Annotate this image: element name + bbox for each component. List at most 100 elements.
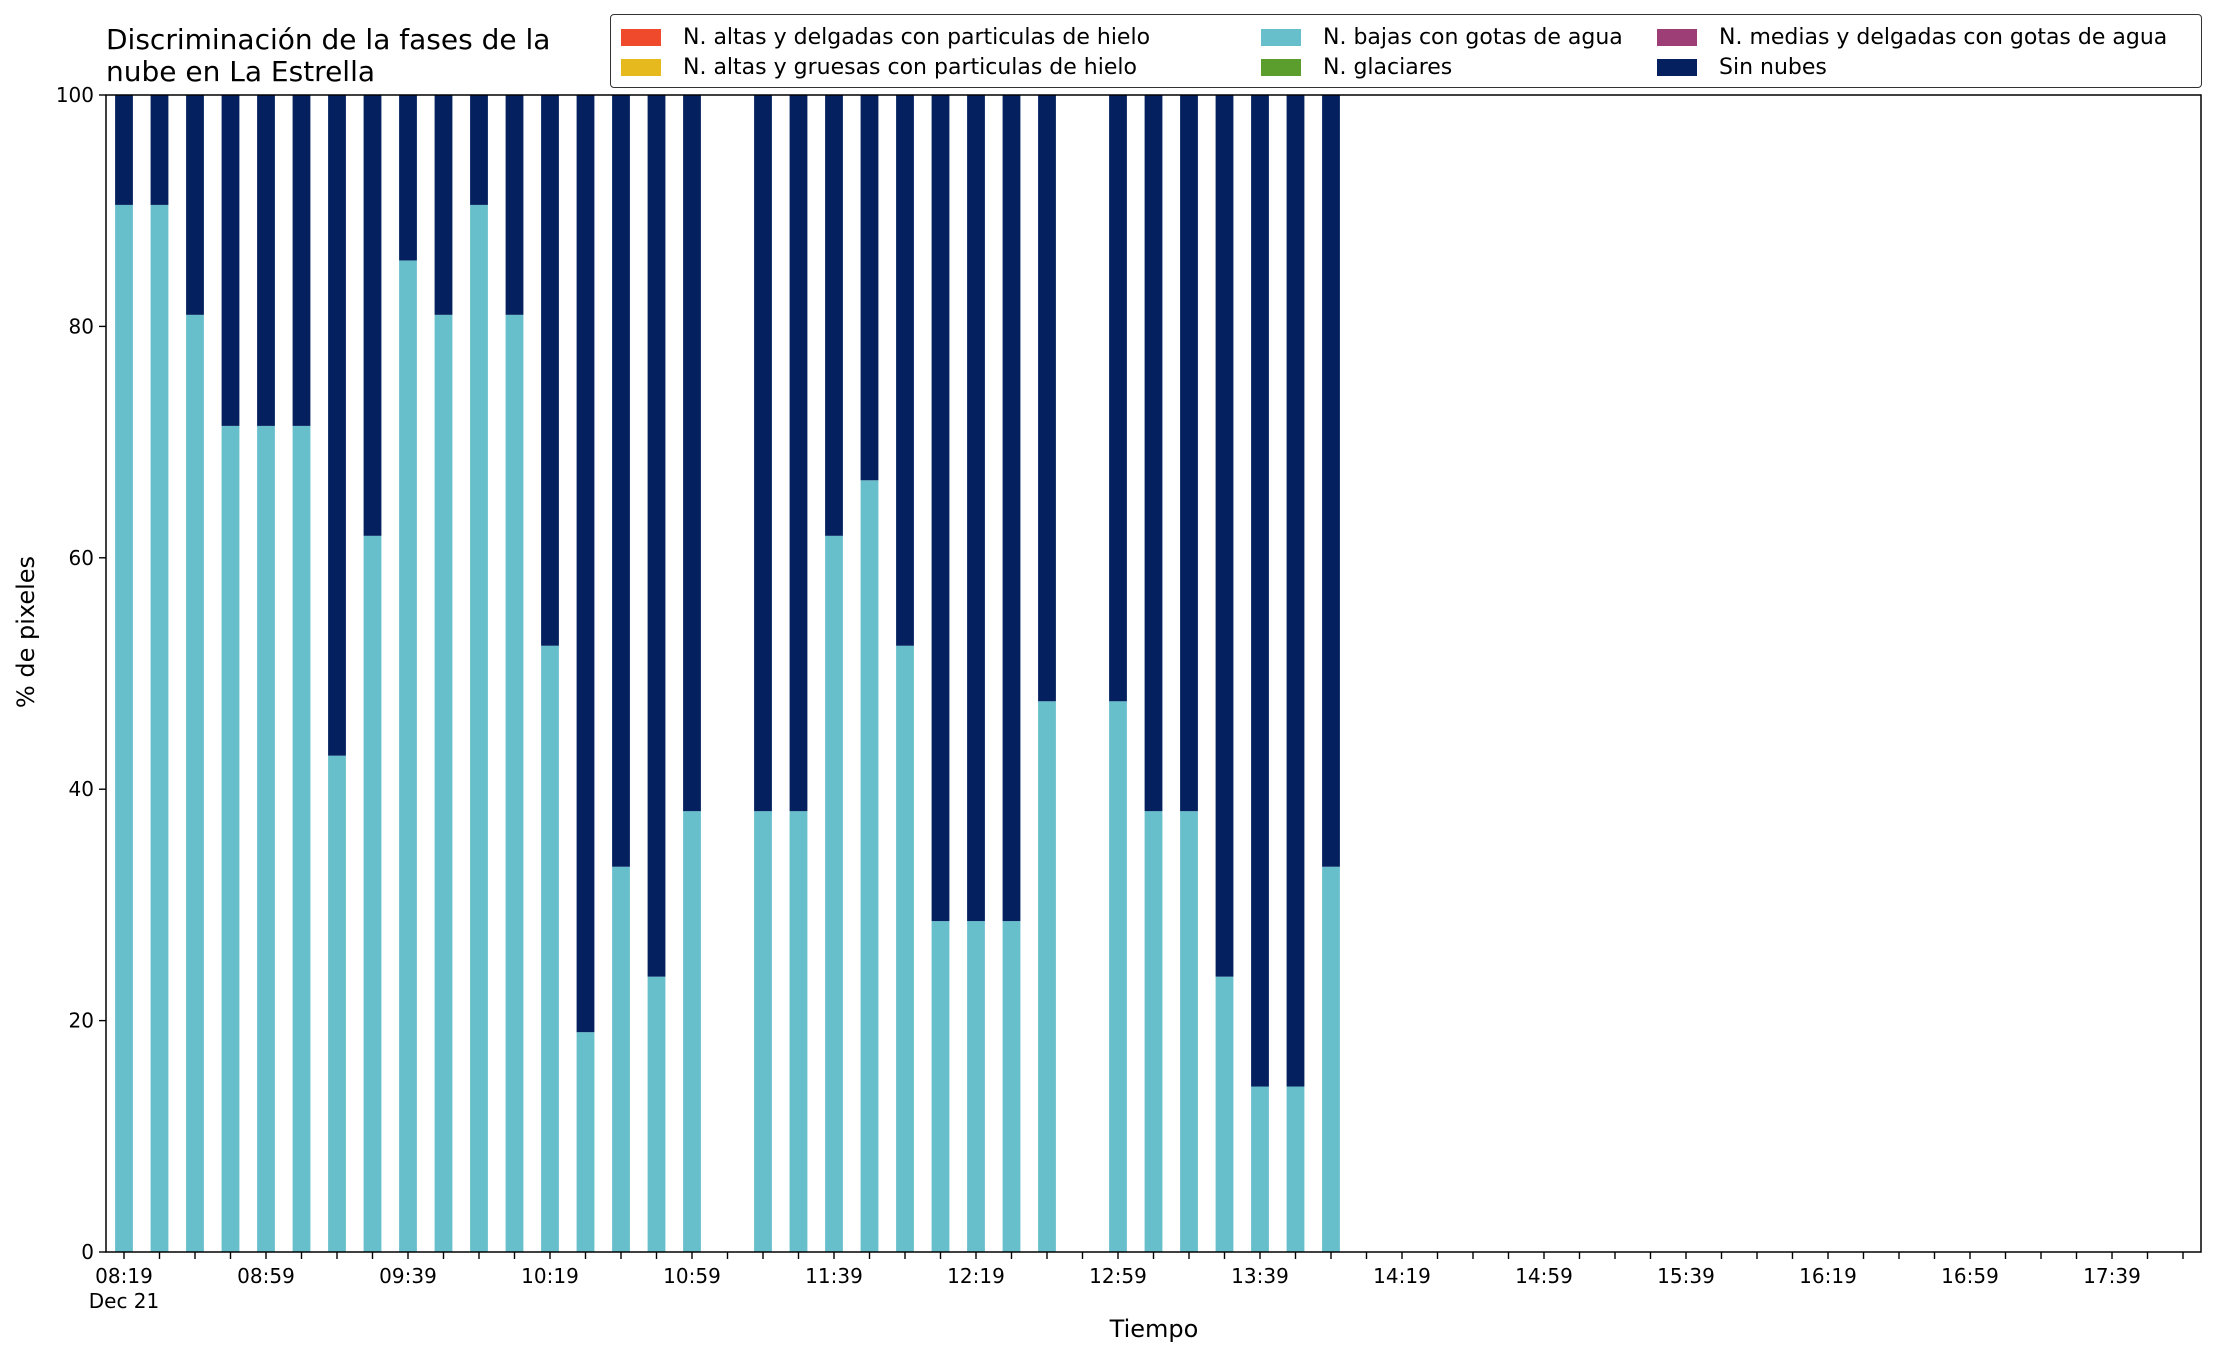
bar-segment-5-21: [860, 95, 879, 481]
bar-segment-5-2: [186, 95, 204, 315]
x-tick-label-8: 13:39: [1231, 1264, 1289, 1288]
bar-segment-2-19: [789, 811, 808, 1252]
bar-segment-2-7: [363, 535, 382, 1252]
bar-segment-2-16: [683, 811, 701, 1252]
bar-segment-2-15: [647, 976, 666, 1252]
x-tick-label-4: 10:59: [663, 1264, 721, 1288]
x-axis: 08:19 08:59 09:39 10:19 10:59 11:39 12:19 12:59…: [89, 1252, 2184, 1313]
bar-segment-2-26: [1038, 701, 1056, 1252]
bar-segment-2-9: [434, 314, 453, 1253]
legend-item-1: N. altas y gruesas con particulas de hie…: [621, 52, 1137, 82]
legend-swatch-0: [621, 28, 661, 46]
legend-item-5: Sin nubes: [1657, 52, 1827, 82]
bar-segment-2-22: [896, 645, 914, 1252]
bar-segment-5-9: [434, 95, 453, 315]
x-tick-label-5: 11:39: [805, 1264, 863, 1288]
legend-label-5: Sin nubes: [1719, 54, 1827, 80]
bar-segment-2-31: [1215, 976, 1234, 1252]
bar-segment-5-19: [789, 95, 808, 812]
bar-segment-2-13: [576, 1032, 595, 1252]
bar-segment-5-26: [1038, 95, 1056, 702]
bar-segment-5-10: [470, 95, 488, 205]
x-tick-label-10: 14:59: [1515, 1264, 1573, 1288]
bars-layer: [115, 95, 1340, 1253]
x-tick-label-0: 08:19: [95, 1264, 153, 1288]
x-tick-label-13: 16:59: [1941, 1264, 1999, 1288]
x-tick-label-1: 08:59: [237, 1264, 295, 1288]
bar-segment-2-5: [292, 425, 311, 1252]
x-axis-label: Tiempo: [1109, 1315, 1199, 1343]
bar-segment-2-32: [1251, 1086, 1269, 1252]
bar-segment-5-7: [363, 95, 382, 536]
bar-segment-2-23: [931, 921, 950, 1252]
bar-segment-2-3: [221, 425, 240, 1252]
bar-segment-5-24: [967, 95, 985, 922]
y-tick-label-2: 40: [69, 777, 94, 801]
bar-segment-2-1: [150, 204, 169, 1252]
bar-segment-5-16: [683, 95, 701, 812]
bar-segment-5-0: [115, 95, 133, 205]
bar-segment-2-34: [1322, 866, 1340, 1252]
bar-segment-2-18: [754, 811, 772, 1252]
bar-segment-5-22: [896, 95, 914, 646]
bar-segment-5-12: [541, 95, 559, 646]
x-tick-label-7: 12:59: [1089, 1264, 1147, 1288]
y-axis: 0 20 40 60 80 100: [56, 83, 106, 1264]
bar-segment-2-20: [825, 535, 843, 1252]
bar-segment-5-18: [754, 95, 772, 812]
bar-segment-5-6: [328, 95, 346, 756]
bar-segment-5-13: [576, 95, 595, 1033]
legend-label-0: N. altas y delgadas con particulas de hi…: [683, 24, 1151, 50]
bar-segment-5-1: [150, 95, 169, 205]
bar-segment-2-21: [860, 480, 879, 1252]
bar-segment-5-34: [1322, 95, 1340, 867]
bar-segment-5-15: [647, 95, 666, 977]
legend-item-2: N. bajas con gotas de agua: [1261, 22, 1623, 52]
bar-segment-2-28: [1109, 701, 1127, 1252]
bar-segment-2-0: [115, 204, 133, 1252]
y-tick-label-4: 80: [69, 314, 94, 338]
y-axis-label: % de pixeles: [12, 555, 40, 709]
bar-segment-2-25: [1002, 921, 1021, 1252]
bar-segment-5-11: [505, 95, 524, 315]
legend-item-4: N. medias y delgadas con gotas de agua: [1657, 22, 2167, 52]
legend-label-1: N. altas y gruesas con particulas de hie…: [683, 54, 1137, 80]
bar-segment-5-29: [1144, 95, 1163, 812]
x-tick-label-2: 09:39: [379, 1264, 437, 1288]
chart-title: Discriminación de la fases de la nube en…: [106, 23, 551, 88]
legend-swatch-5: [1657, 58, 1697, 76]
bar-segment-5-14: [612, 95, 630, 867]
y-tick-label-0: 0: [81, 1240, 94, 1264]
bar-segment-5-33: [1286, 95, 1305, 1087]
bar-segment-2-30: [1180, 811, 1198, 1252]
bar-segment-5-31: [1215, 95, 1234, 977]
bar-segment-2-8: [399, 260, 417, 1252]
bar-segment-2-6: [328, 755, 346, 1252]
bar-segment-5-30: [1180, 95, 1198, 812]
legend-label-2: N. bajas con gotas de agua: [1323, 24, 1623, 50]
bar-segment-5-4: [257, 95, 275, 426]
legend-swatch-2: [1261, 28, 1301, 46]
legend-label-4: N. medias y delgadas con gotas de agua: [1719, 24, 2168, 50]
bar-segment-2-12: [541, 645, 559, 1252]
bar-segment-5-32: [1251, 95, 1269, 1087]
bar-segment-5-23: [931, 95, 950, 922]
legend: N. altas y delgadas con particulas de hi…: [610, 14, 2202, 88]
bar-segment-5-28: [1109, 95, 1127, 702]
bar-segment-2-4: [257, 425, 275, 1252]
bar-segment-2-10: [470, 204, 488, 1252]
legend-item-0: N. altas y delgadas con particulas de hi…: [621, 22, 1150, 52]
bar-segment-2-2: [186, 314, 204, 1253]
bar-segment-5-5: [292, 95, 311, 426]
legend-label-3: N. glaciares: [1323, 54, 1453, 80]
legend-swatch-1: [621, 58, 661, 76]
x-tick-label-6: 12:19: [947, 1264, 1005, 1288]
y-tick-label-5: 100: [56, 83, 94, 107]
bar-segment-2-14: [612, 866, 630, 1252]
x-tick-label-14: 17:39: [2083, 1264, 2141, 1288]
bar-segment-2-24: [967, 921, 985, 1252]
legend-swatch-4: [1657, 28, 1697, 46]
bar-segment-2-29: [1144, 811, 1163, 1252]
bar-segment-5-3: [221, 95, 240, 426]
